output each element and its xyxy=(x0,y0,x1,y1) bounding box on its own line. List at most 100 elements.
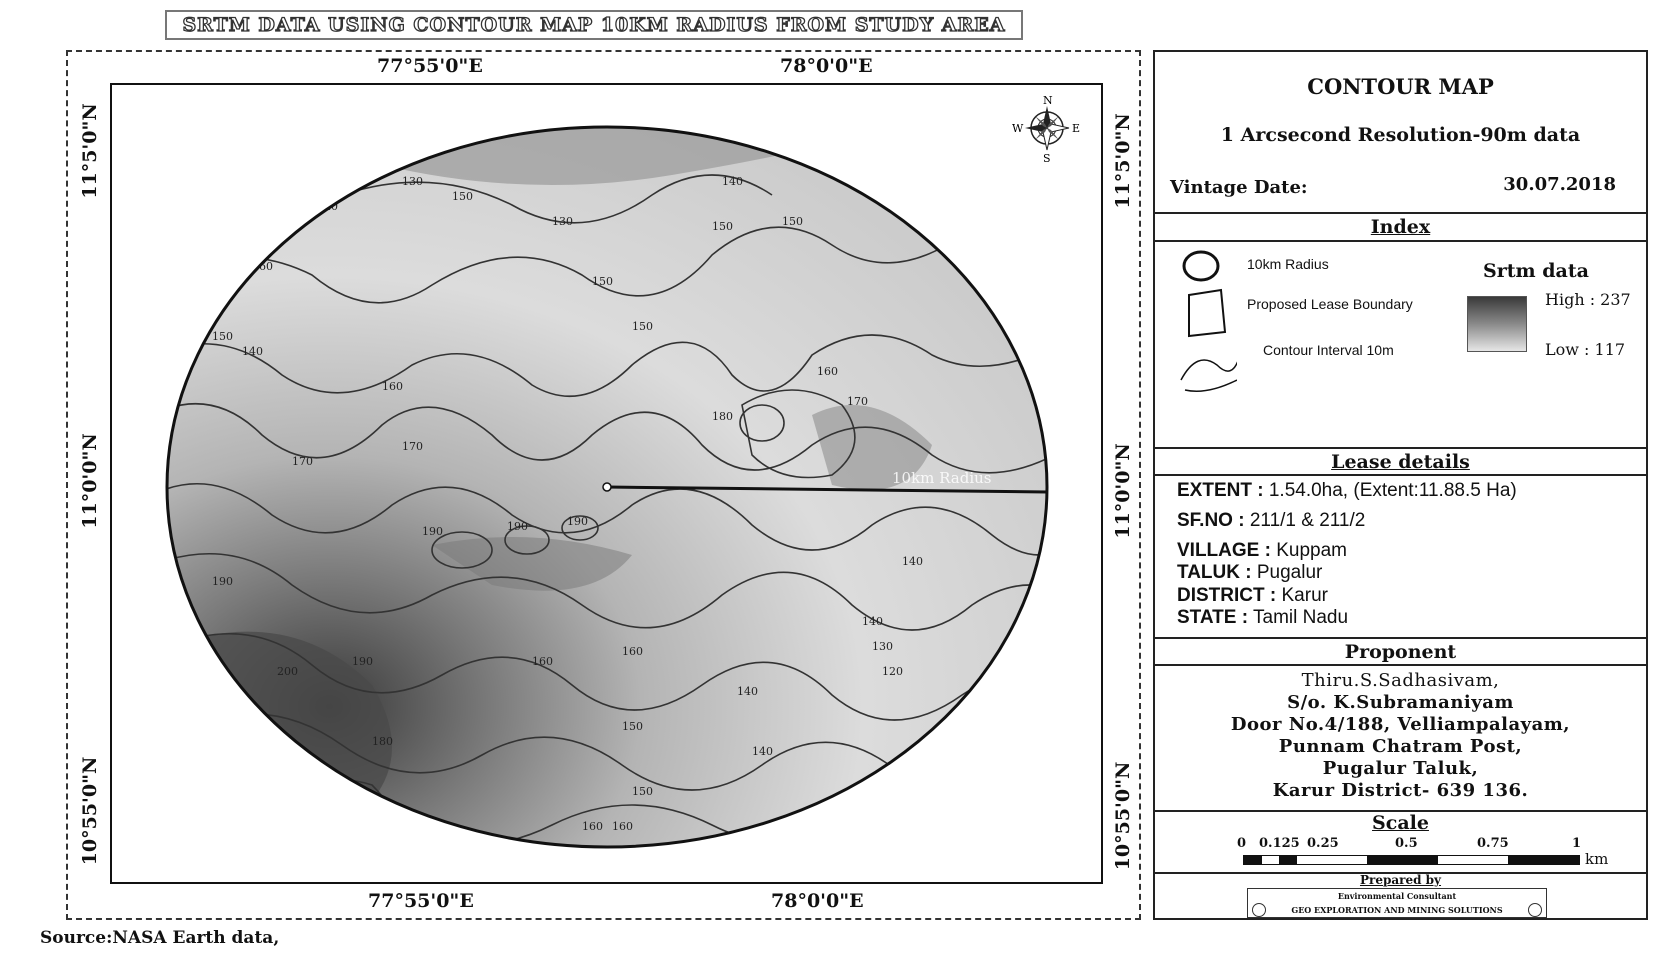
map-frame xyxy=(66,50,1141,920)
contour-label: 120 xyxy=(882,665,903,678)
contour-label: 190 xyxy=(422,525,443,538)
contour-label: 190 xyxy=(567,515,588,528)
contour-label: 160 xyxy=(612,820,633,833)
index-heading: Index xyxy=(1370,216,1431,238)
lease-row-state: STATE : Tamil Nadu xyxy=(1177,607,1349,628)
coord-top-right: 78°0'0"E xyxy=(780,55,873,77)
coord-right-bottom: 10°55'0"N xyxy=(1112,761,1134,871)
relief-layer: 140 130 150 130 140 150 140 160 160 150 … xyxy=(167,110,1047,847)
contour-label: 130 xyxy=(552,215,573,228)
contour-label: 200 xyxy=(277,665,298,678)
contour-label: 190 xyxy=(352,655,373,668)
contour-label: 160 xyxy=(817,365,838,378)
compass-n: N xyxy=(1043,94,1053,107)
compass-w: W xyxy=(1012,122,1024,135)
proponent-line-6: Karur District- 639 136. xyxy=(1272,780,1529,801)
consultant-logo-right-icon xyxy=(1528,903,1542,917)
coord-right-top: 11°5'0"N xyxy=(1112,113,1134,209)
radius-legend-icon xyxy=(1182,250,1220,282)
coord-left-bottom: 10°55'0"N xyxy=(79,756,101,866)
srtm-title: Srtm data xyxy=(1483,260,1589,282)
proponent-line-3: Door No.4/188, Velliampalayam, xyxy=(1230,714,1571,735)
map-canvas: 140 130 150 130 140 150 140 160 160 150 … xyxy=(110,83,1103,884)
vintage-label: Vintage Date: xyxy=(1170,177,1308,198)
contour-label: 160 xyxy=(582,820,603,833)
scale-unit: km xyxy=(1585,850,1609,868)
contour-label: 150 xyxy=(212,330,233,343)
scale-tick: 0 xyxy=(1237,836,1247,851)
consultant-line-1: Environmental Consultant xyxy=(1337,891,1457,901)
contour-label: 160 xyxy=(382,380,403,393)
compass-s: S xyxy=(1043,152,1051,165)
contour-label: 180 xyxy=(372,810,393,823)
contour-label: 190 xyxy=(507,520,528,533)
proponent-line-5: Pugalur Taluk, xyxy=(1322,758,1479,779)
scale-tick: 0.75 xyxy=(1477,836,1509,851)
radius-line xyxy=(606,485,1048,494)
contour-label: 180 xyxy=(712,410,733,423)
contour-label: 150 xyxy=(782,215,803,228)
coord-top-left: 77°55'0"E xyxy=(377,55,483,77)
legend-item-contour: Contour Interval 10m xyxy=(1263,342,1394,358)
legend-symbols xyxy=(1180,250,1237,392)
contour-label: 140 xyxy=(317,200,338,213)
contour-label: 160 xyxy=(622,645,643,658)
lease-row-taluk: TALUK : Pugalur xyxy=(1177,562,1323,583)
radius-circle xyxy=(165,125,1049,849)
proponent-line-4: Punnam Chatram Post, xyxy=(1278,736,1523,757)
legend-heading: CONTOUR MAP xyxy=(1307,74,1494,99)
coord-left-top: 11°5'0"N xyxy=(79,103,101,199)
proponent-line-1: Thiru.S.Sadhasivam, xyxy=(1301,670,1500,691)
contour-label: 130 xyxy=(872,640,893,653)
srtm-high: High : 237 xyxy=(1545,290,1631,309)
contour-label: 150 xyxy=(622,720,643,733)
contour-label: 170 xyxy=(402,440,423,453)
contour-label: 150 xyxy=(592,275,613,288)
resolution-text: 1 Arcsecond Resolution-90m data xyxy=(1220,124,1581,146)
srtm-low: Low : 117 xyxy=(1545,340,1626,359)
consultant-line-2: GEO EXPLORATION AND MINING SOLUTIONS xyxy=(1291,905,1503,915)
contour-label: 130 xyxy=(402,175,423,188)
contour-label: 180 xyxy=(372,735,393,748)
scale-tick: 0.5 xyxy=(1395,836,1418,851)
contour-label: 160 xyxy=(222,260,243,273)
prepared-heading: Prepared by xyxy=(1359,873,1442,887)
contour-label: 150 xyxy=(632,785,653,798)
contour-label: 140 xyxy=(722,175,743,188)
contour-label: 190 xyxy=(212,575,233,588)
contour-label: 170 xyxy=(847,395,868,408)
contour-map-svg: 140 130 150 130 140 150 140 160 160 150 … xyxy=(165,94,1080,849)
lease-row-district: DISTRICT : Karur xyxy=(1177,585,1328,606)
consultant-logo-box: Environmental Consultant GEO EXPLORATION… xyxy=(1247,888,1547,918)
legend-item-radius: 10km Radius xyxy=(1247,256,1329,272)
compass-rose-icon: N E S W xyxy=(1012,94,1080,165)
scale-tick: 0.25 xyxy=(1307,836,1339,851)
lease-row-sfno: SF.NO : 211/1 & 211/2 xyxy=(1177,510,1366,531)
study-area-marker xyxy=(602,482,612,492)
scale-tick: 0.125 xyxy=(1259,836,1300,851)
lease-boundary-icon xyxy=(1188,288,1227,338)
compass-e: E xyxy=(1072,122,1080,135)
srtm-gradient-swatch xyxy=(1467,296,1527,352)
lease-row-extent: EXTENT : 1.54.0ha, (Extent:11.88.5 Ha) xyxy=(1177,480,1517,501)
coord-bottom-right: 78°0'0"E xyxy=(771,890,864,912)
coord-left-mid: 11°0'0"N xyxy=(79,433,101,529)
coord-right-mid: 11°0'0"N xyxy=(1112,443,1134,539)
contour-label: 150 xyxy=(632,320,653,333)
contour-label: 160 xyxy=(532,655,553,668)
legend-panel: CONTOUR MAP 1 Arcsecond Resolution-90m d… xyxy=(1153,50,1648,920)
scale-tick: 1 xyxy=(1572,836,1582,851)
vintage-value: 30.07.2018 xyxy=(1503,174,1616,195)
lease-row-village: VILLAGE : Kuppam xyxy=(1177,540,1348,561)
proponent-line-2: S/o. K.Subramaniyam xyxy=(1287,692,1514,713)
legend-item-lease: Proposed Lease Boundary xyxy=(1247,296,1413,312)
contour-label: 170 xyxy=(292,455,313,468)
contour-label: 140 xyxy=(612,110,633,123)
source-note: Source:NASA Earth data, xyxy=(40,928,280,948)
contour-label: 150 xyxy=(452,190,473,203)
contour-label: 140 xyxy=(242,345,263,358)
radius-label: 10km Radius xyxy=(892,469,992,487)
contour-label: 150 xyxy=(712,220,733,233)
map-title-banner: SRTM DATA USING CONTOUR MAP 10KM RADIUS … xyxy=(165,10,1023,40)
contour-label: 140 xyxy=(862,615,883,628)
